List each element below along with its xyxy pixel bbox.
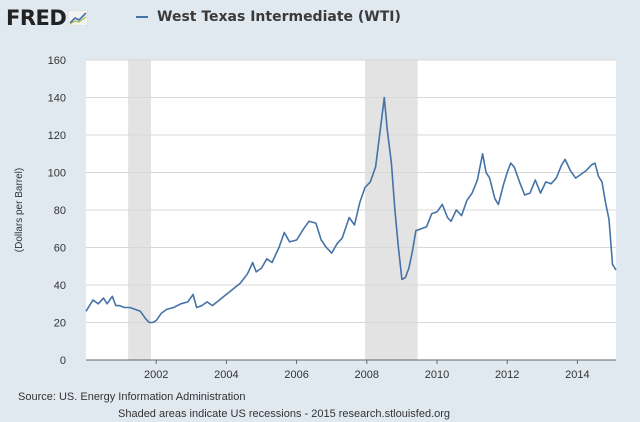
x-tick-label-2010: 2010 [425, 369, 449, 381]
y-tick-label-120: 120 [48, 130, 66, 142]
fred-logo: FRED [6, 6, 89, 30]
y-tick-label-20: 20 [54, 318, 66, 330]
axis-layer: 0 20 40 60 80 100 120 140 160 2002 2004 2006 2008 201… [48, 55, 616, 381]
chart-title: West Texas Intermediate (WTI) [157, 9, 401, 25]
y-tick-label-60: 60 [54, 243, 66, 255]
y-tick-label-100: 100 [48, 168, 66, 180]
y-tick-label-140: 140 [48, 93, 66, 105]
y-tick-label-0: 0 [60, 355, 66, 367]
x-tick-label-2014: 2014 [565, 369, 589, 381]
y-tick-label-40: 40 [54, 280, 66, 292]
x-tick-label-2002: 2002 [144, 369, 168, 381]
fred-chart-icon [68, 10, 89, 26]
x-tick-label-2012: 2012 [495, 369, 519, 381]
legend-line-swatch [136, 16, 148, 18]
x-tick-label-2004: 2004 [214, 369, 238, 381]
source-text: Source: US. Energy Information Administr… [18, 391, 246, 403]
fred-logo-text: FRED [6, 6, 67, 30]
y-tick-label-160: 160 [48, 55, 66, 67]
y-axis-label: (Dollars per Barrel) [14, 168, 25, 252]
x-tick-label-2006: 2006 [284, 369, 308, 381]
series-layer [85, 96, 617, 324]
x-tick-label-2008: 2008 [355, 369, 379, 381]
recession-note: Shaded areas indicate US recessions - 20… [118, 408, 451, 420]
series-line-0 [85, 96, 617, 324]
y-tick-label-80: 80 [54, 205, 66, 217]
chart-legend: West Texas Intermediate (WTI) [136, 9, 401, 25]
